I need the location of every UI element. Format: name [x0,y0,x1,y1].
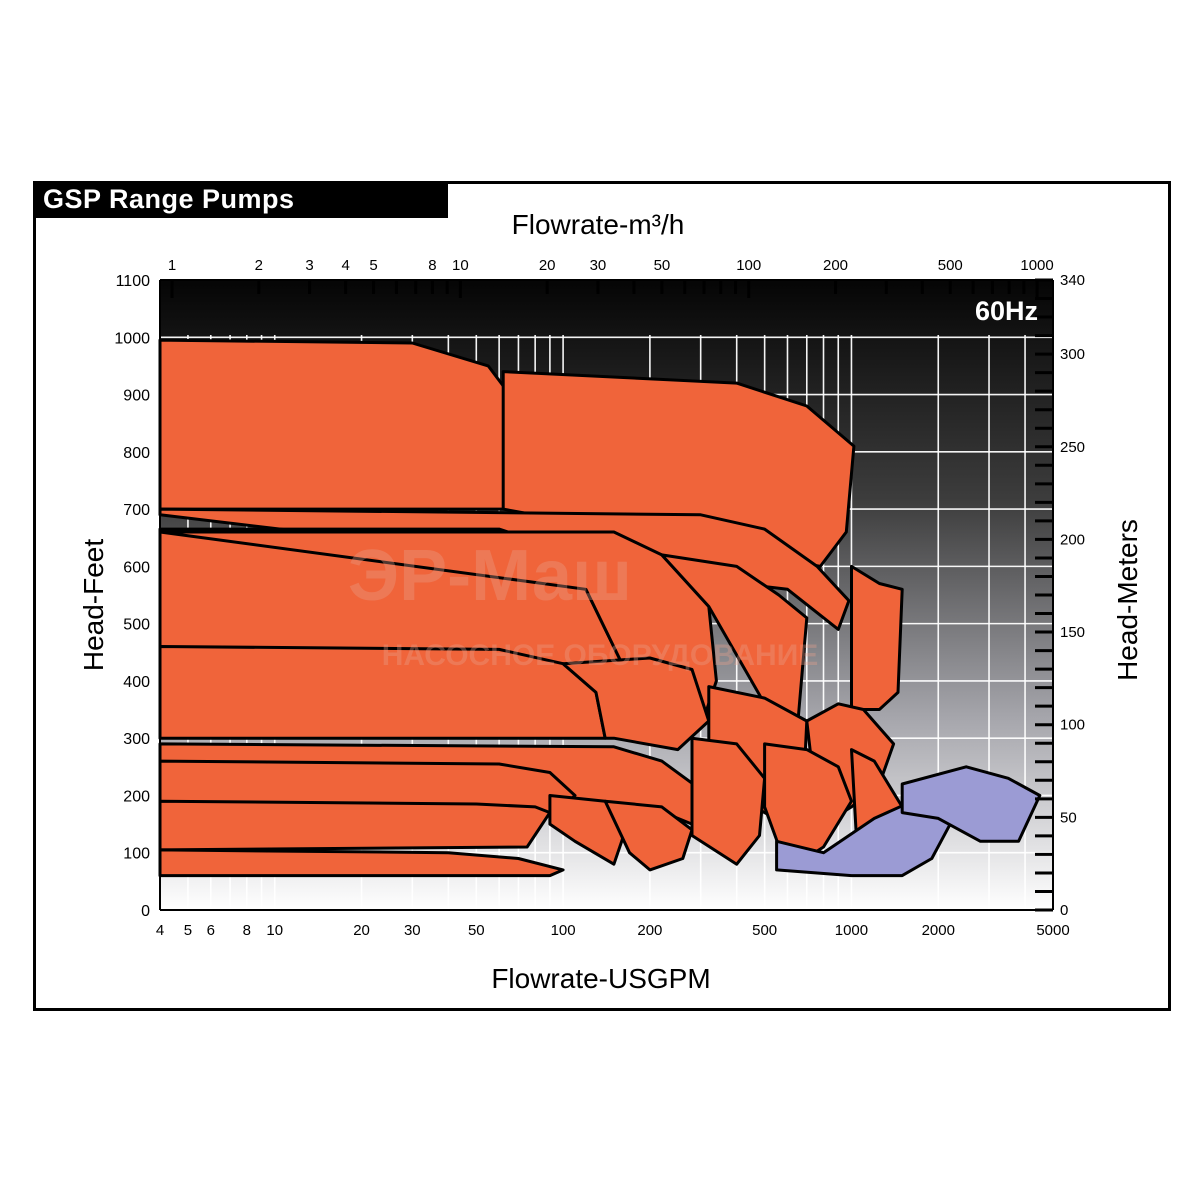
watermark-line2: НАСОСНОЕ ОБОРУДОВАНИЕ [382,639,819,672]
x2-tick-label: 30 [590,257,607,274]
x-tick-label: 2000 [922,922,955,939]
y-tick-label: 0 [141,903,150,920]
y-tick-label: 700 [123,502,150,519]
y2-tick-label: 100 [1060,717,1085,734]
x-tick-label: 8 [243,922,251,939]
x-tick-label: 20 [353,922,370,939]
x2-tick-label: 100 [736,257,761,274]
y2-tick-label: 200 [1060,531,1085,548]
y2-tick-label: 150 [1060,624,1085,641]
pump-region [690,736,767,866]
pump-regions [158,338,1042,878]
y-tick-label: 300 [123,731,150,748]
x2-tick-label: 1000 [1020,257,1053,274]
x2-tick-label: 20 [539,257,556,274]
x2-tick-label: 500 [938,257,963,274]
y2-tick-label: 300 [1060,346,1085,363]
y2-tick-label: 0 [1060,902,1068,919]
x-tick-label: 1000 [835,922,868,939]
pump-region [158,338,520,511]
y-tick-label: 200 [123,788,150,805]
y-tick-label: 1100 [116,273,151,290]
x-tick-label: 6 [207,922,215,939]
x-tick-label: 50 [468,922,485,939]
x-tick-label: 5 [184,922,192,939]
x-axis-title: Flowrate-USGPM [491,963,710,994]
y2-axis-title: Head-Meters [1112,519,1143,681]
x-tick-label: 10 [266,922,283,939]
y-tick-label: 900 [123,388,150,405]
x2-axis-title: Flowrate-m³/h [512,209,685,240]
y-tick-label: 800 [123,445,150,462]
pump-region [561,656,711,752]
x2-tick-label: 1 [168,257,176,274]
x-tick-label: 200 [637,922,662,939]
x2-tick-label: 4 [341,257,349,274]
x-tick-label: 500 [752,922,777,939]
x2-tick-label: 2 [255,257,263,274]
chart-title: GSP Range Pumps [33,181,448,218]
x-tick-label: 5000 [1036,922,1069,939]
y-tick-label: 600 [123,559,150,576]
x2-tick-label: 5 [369,257,377,274]
pump-region [603,799,694,872]
y-axis-title: Head-Feet [78,539,109,672]
pump-region [763,742,853,872]
pump-region [158,799,552,852]
large-pump-region [900,765,1042,843]
y-tick-label: 500 [123,617,150,634]
x-tick-label: 30 [404,922,421,939]
frequency-badge: 60Hz [975,296,1038,326]
y-tick-label: 100 [123,846,150,863]
y2-tick-label: 340 [1060,272,1085,289]
y2-tick-label: 50 [1060,809,1077,826]
y-tick-label: 1000 [114,330,150,347]
x2-tick-label: 200 [823,257,848,274]
tick-marks [159,278,1054,912]
x2-tick-label: 8 [428,257,436,274]
y-tick-label: 400 [123,674,150,691]
y2-tick-label: 250 [1060,439,1085,456]
x-tick-label: 100 [551,922,576,939]
watermark-line1: ЭР-Маш [348,536,632,616]
x2-tick-label: 10 [452,257,469,274]
x2-tick-label: 3 [305,257,313,274]
large-pump-region [775,794,952,878]
pump-region [850,564,904,711]
x-tick-label: 4 [156,922,164,939]
x2-tick-label: 50 [654,257,671,274]
